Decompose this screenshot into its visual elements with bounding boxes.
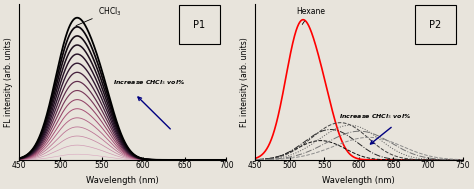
X-axis label: Wavelength (nm): Wavelength (nm) [322,176,395,185]
Text: Increase CHCl$_3$ vol%: Increase CHCl$_3$ vol% [339,112,412,121]
Text: CHCl$_3$: CHCl$_3$ [76,5,121,26]
Text: P1: P1 [193,19,205,29]
Y-axis label: FL intensity (arb. units): FL intensity (arb. units) [4,37,13,127]
Y-axis label: FL intensity (arb. units): FL intensity (arb. units) [240,37,249,127]
Text: P2: P2 [429,19,442,29]
Text: Hexane: Hexane [297,7,326,24]
X-axis label: Wavelength (nm): Wavelength (nm) [86,176,159,185]
Text: Increase CHCl$_3$ vol%: Increase CHCl$_3$ vol% [112,78,185,87]
